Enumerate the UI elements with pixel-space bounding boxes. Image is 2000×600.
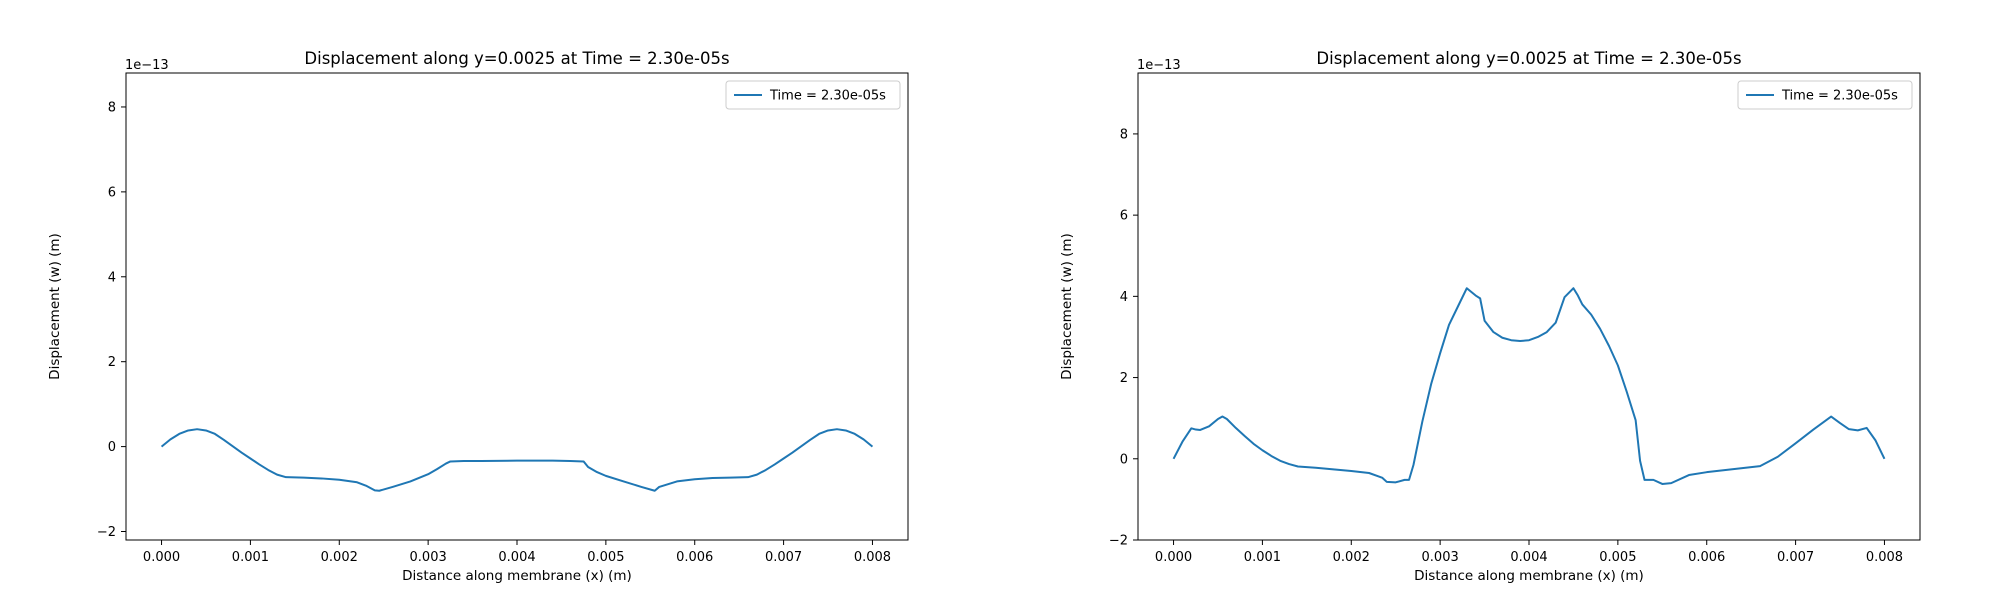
x-tick-label: 0.008 bbox=[1866, 550, 1903, 565]
y-tick-label: 0 bbox=[108, 440, 116, 455]
x-tick-label: 0.005 bbox=[587, 550, 624, 565]
y-tick-label: 6 bbox=[1120, 209, 1128, 224]
legend-label: Time = 2.30e-05s bbox=[1781, 89, 1898, 104]
legend-label: Time = 2.30e-05s bbox=[769, 89, 886, 104]
legend-frame bbox=[1737, 80, 1913, 110]
y-tick-label: −2 bbox=[1109, 534, 1128, 549]
x-tick-label: 0.008 bbox=[854, 550, 891, 565]
chart-panel-1: Displacement along y=0.0025 at Time = 2.… bbox=[47, 49, 909, 584]
x-tick-label: 0.003 bbox=[1422, 550, 1459, 565]
y-tick-label: 6 bbox=[108, 185, 116, 200]
y-tick-label: 8 bbox=[1120, 127, 1128, 142]
y-tick-label: 4 bbox=[108, 270, 116, 285]
y-tick-label: 8 bbox=[108, 100, 116, 115]
x-tick-label: 0.004 bbox=[1510, 550, 1547, 565]
y-tick-label: 2 bbox=[1120, 371, 1128, 386]
y-tick-label: −2 bbox=[97, 525, 116, 540]
y-offset-label: 1e−13 bbox=[1137, 58, 1181, 73]
x-tick-label: 0.002 bbox=[321, 550, 358, 565]
x-tick-label: 0.002 bbox=[1333, 550, 1370, 565]
y-tick-label: 2 bbox=[108, 355, 116, 370]
legend-frame bbox=[725, 80, 901, 110]
chart-title: Displacement along y=0.0025 at Time = 2.… bbox=[1316, 49, 1741, 68]
chart-panel-2: Displacement along y=0.0025 at Time = 2.… bbox=[1059, 49, 1921, 584]
y-offset-label: 1e−13 bbox=[125, 58, 169, 73]
x-tick-label: 0.005 bbox=[1599, 550, 1636, 565]
x-axis-label: Distance along membrane (x) (m) bbox=[402, 568, 632, 584]
x-tick-label: 0.003 bbox=[410, 550, 447, 565]
x-tick-label: 0.004 bbox=[498, 550, 535, 565]
legend: Time = 2.30e-05s bbox=[725, 80, 901, 110]
x-tick-label: 0.006 bbox=[1688, 550, 1725, 565]
series-line-1 bbox=[1172, 287, 1886, 485]
x-tick-label: 0.001 bbox=[232, 550, 269, 565]
x-tick-label: 0.006 bbox=[676, 550, 713, 565]
y-axis-label: Displacement (w) (m) bbox=[47, 233, 63, 380]
y-axis-label: Displacement (w) (m) bbox=[1059, 233, 1075, 380]
y-tick-label: 0 bbox=[1120, 452, 1128, 467]
x-tick-label: 0.001 bbox=[1244, 550, 1281, 565]
chart-title: Displacement along y=0.0025 at Time = 2.… bbox=[304, 49, 729, 68]
legend: Time = 2.30e-05s bbox=[1737, 80, 1913, 110]
y-tick-label: 4 bbox=[1120, 290, 1128, 305]
x-tick-label: 0.000 bbox=[143, 550, 180, 565]
x-axis-label: Distance along membrane (x) (m) bbox=[1414, 568, 1644, 584]
x-tick-label: 0.007 bbox=[1777, 550, 1814, 565]
x-tick-label: 0.000 bbox=[1155, 550, 1192, 565]
x-tick-label: 0.007 bbox=[765, 550, 802, 565]
series-line-1 bbox=[160, 428, 874, 492]
